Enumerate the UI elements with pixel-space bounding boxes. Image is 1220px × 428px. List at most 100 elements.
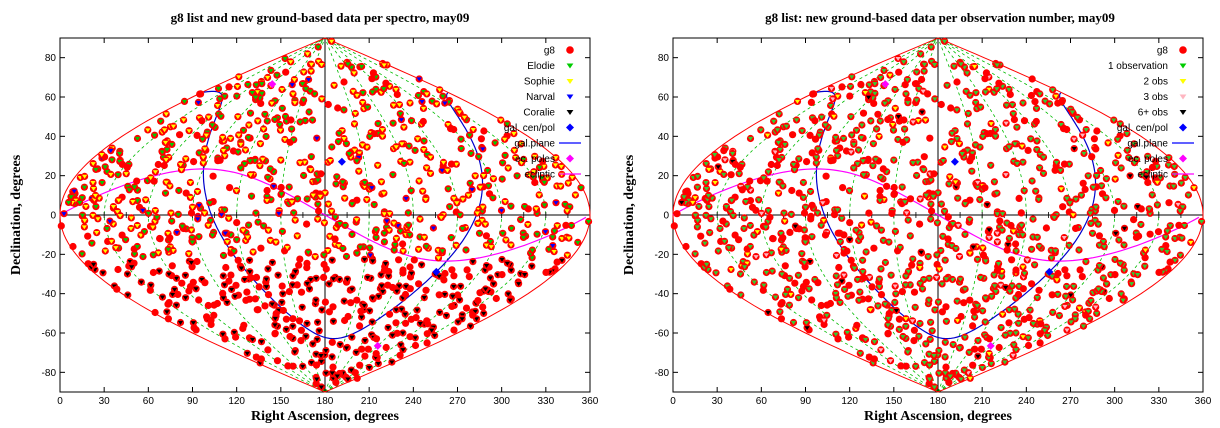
y-axis-label: Declination, degrees (9, 154, 24, 275)
observation-marker (448, 236, 454, 240)
observation-marker (1089, 231, 1096, 236)
observation-marker (1030, 321, 1036, 326)
observation-marker (200, 155, 206, 160)
x-tick-label: 90 (800, 396, 812, 407)
observation-marker (313, 276, 319, 281)
observation-marker (312, 255, 318, 259)
star-point (839, 184, 847, 192)
observation-marker (508, 243, 514, 248)
observation-marker (356, 151, 362, 156)
star-point (447, 125, 455, 133)
observation-marker (107, 219, 113, 224)
observation-marker (1010, 353, 1016, 358)
star-point (498, 271, 506, 279)
observation-marker (200, 161, 206, 166)
observation-marker (970, 245, 976, 250)
observation-marker (304, 52, 311, 57)
observation-marker (1034, 139, 1040, 144)
observation-marker (1070, 213, 1076, 218)
observation-marker (930, 194, 936, 199)
observation-marker (747, 136, 754, 141)
observation-marker (1028, 137, 1034, 142)
star-point (1111, 271, 1119, 279)
observation-marker (946, 182, 952, 187)
observation-marker (300, 173, 307, 178)
observation-marker (271, 184, 277, 189)
observation-marker (487, 239, 493, 244)
observation-marker (821, 218, 827, 223)
star-point (372, 350, 380, 358)
observation-marker (224, 146, 230, 151)
observation-marker (357, 245, 363, 250)
observation-marker (154, 215, 160, 220)
observation-marker (578, 186, 584, 191)
observation-marker (919, 110, 925, 115)
observation-marker (417, 321, 423, 326)
observation-marker (873, 157, 879, 162)
observation-marker (366, 365, 372, 370)
observation-marker (974, 303, 980, 308)
observation-marker (1012, 142, 1018, 147)
observation-marker (346, 152, 352, 156)
observation-marker (327, 234, 333, 239)
star-point (888, 209, 896, 217)
observation-marker (953, 246, 959, 251)
observation-marker (816, 133, 822, 138)
star-point (1166, 258, 1174, 266)
x-tick-label: 300 (1106, 396, 1123, 407)
observation-marker (1034, 148, 1040, 152)
observation-marker (123, 238, 129, 243)
observation-marker (309, 118, 316, 123)
observation-marker (782, 292, 789, 297)
observation-marker (851, 142, 857, 147)
observation-marker (222, 208, 228, 213)
observation-marker (1013, 348, 1019, 353)
star-point (808, 201, 816, 209)
observation-marker (340, 180, 346, 185)
observation-marker (812, 277, 818, 282)
observation-marker (1011, 307, 1018, 312)
observation-marker (833, 274, 839, 279)
observation-marker (337, 342, 343, 347)
star-point (321, 298, 329, 306)
observation-marker (722, 158, 728, 163)
observation-marker (872, 82, 878, 87)
observation-marker (188, 260, 194, 265)
star-point (874, 110, 882, 118)
star-point (906, 195, 915, 203)
observation-marker (834, 283, 841, 288)
observation-marker (290, 324, 296, 329)
observation-marker (108, 148, 114, 153)
observation-marker (876, 277, 882, 282)
observation-marker (721, 239, 728, 244)
observation-marker (1142, 264, 1148, 269)
observation-marker (921, 69, 927, 74)
observation-marker (1052, 249, 1059, 254)
observation-marker (240, 128, 247, 133)
observation-marker (988, 122, 994, 126)
observation-marker (244, 235, 251, 240)
observation-marker (1071, 147, 1077, 151)
observation-marker (1020, 265, 1026, 270)
observation-marker (196, 235, 202, 240)
observation-marker (1053, 160, 1060, 165)
observation-marker (1145, 154, 1151, 159)
observation-marker (522, 204, 528, 209)
observation-marker (941, 39, 948, 44)
observation-marker (928, 178, 934, 183)
observation-marker (502, 200, 508, 204)
observation-marker (1049, 274, 1055, 279)
observation-marker (751, 233, 757, 238)
star-point (329, 303, 337, 311)
observation-marker (531, 170, 537, 175)
observation-marker (988, 163, 994, 168)
observation-marker (855, 148, 862, 153)
observation-marker (728, 267, 734, 272)
y-tick-label: 40 (658, 132, 670, 143)
observation-marker (421, 148, 427, 152)
observation-marker (1118, 166, 1124, 171)
observation-marker (919, 287, 926, 292)
observation-marker (240, 228, 246, 233)
star-point (769, 234, 777, 243)
observation-marker (434, 102, 440, 107)
